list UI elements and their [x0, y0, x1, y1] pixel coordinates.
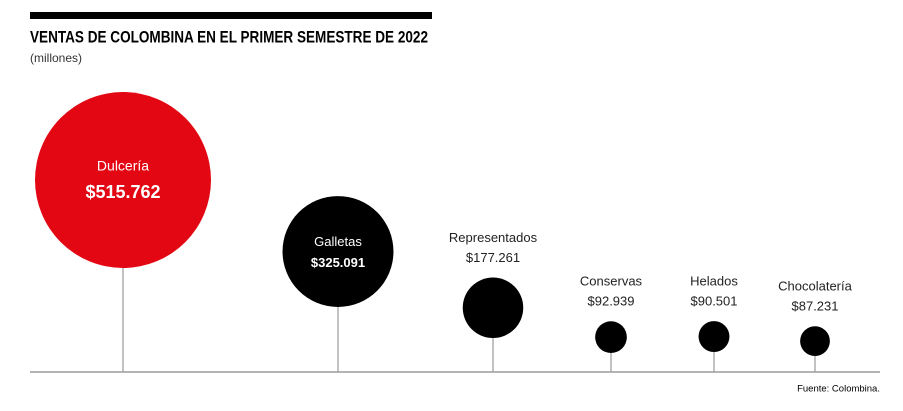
chart-subtitle: (millones): [30, 51, 82, 65]
value-label: $87.231: [792, 299, 839, 314]
category-label: Representados: [449, 230, 538, 245]
category-label: Helados: [690, 274, 738, 289]
source: Fuente: Colombina.: [797, 384, 880, 395]
bubble: [462, 277, 524, 338]
category-label: Galletas: [314, 234, 362, 249]
category-label: Conservas: [580, 274, 643, 289]
value-label: $177.261: [466, 250, 520, 265]
category-label: Dulcería: [97, 158, 149, 174]
bubble: [698, 321, 730, 352]
bubble: [282, 196, 394, 307]
value-label: $515.762: [85, 182, 160, 202]
value-label: $92.939: [588, 294, 635, 309]
title-bar: [30, 12, 432, 19]
category-label: Chocolatería: [778, 279, 852, 294]
bubble: [595, 321, 627, 353]
value-label: $325.091: [311, 255, 365, 270]
value-label: $90.501: [691, 294, 738, 309]
chart-title: VENTAS DE COLOMBINA EN EL PRIMER SEMESTR…: [30, 27, 428, 46]
bubble: [35, 92, 211, 268]
bubble: [800, 326, 830, 356]
